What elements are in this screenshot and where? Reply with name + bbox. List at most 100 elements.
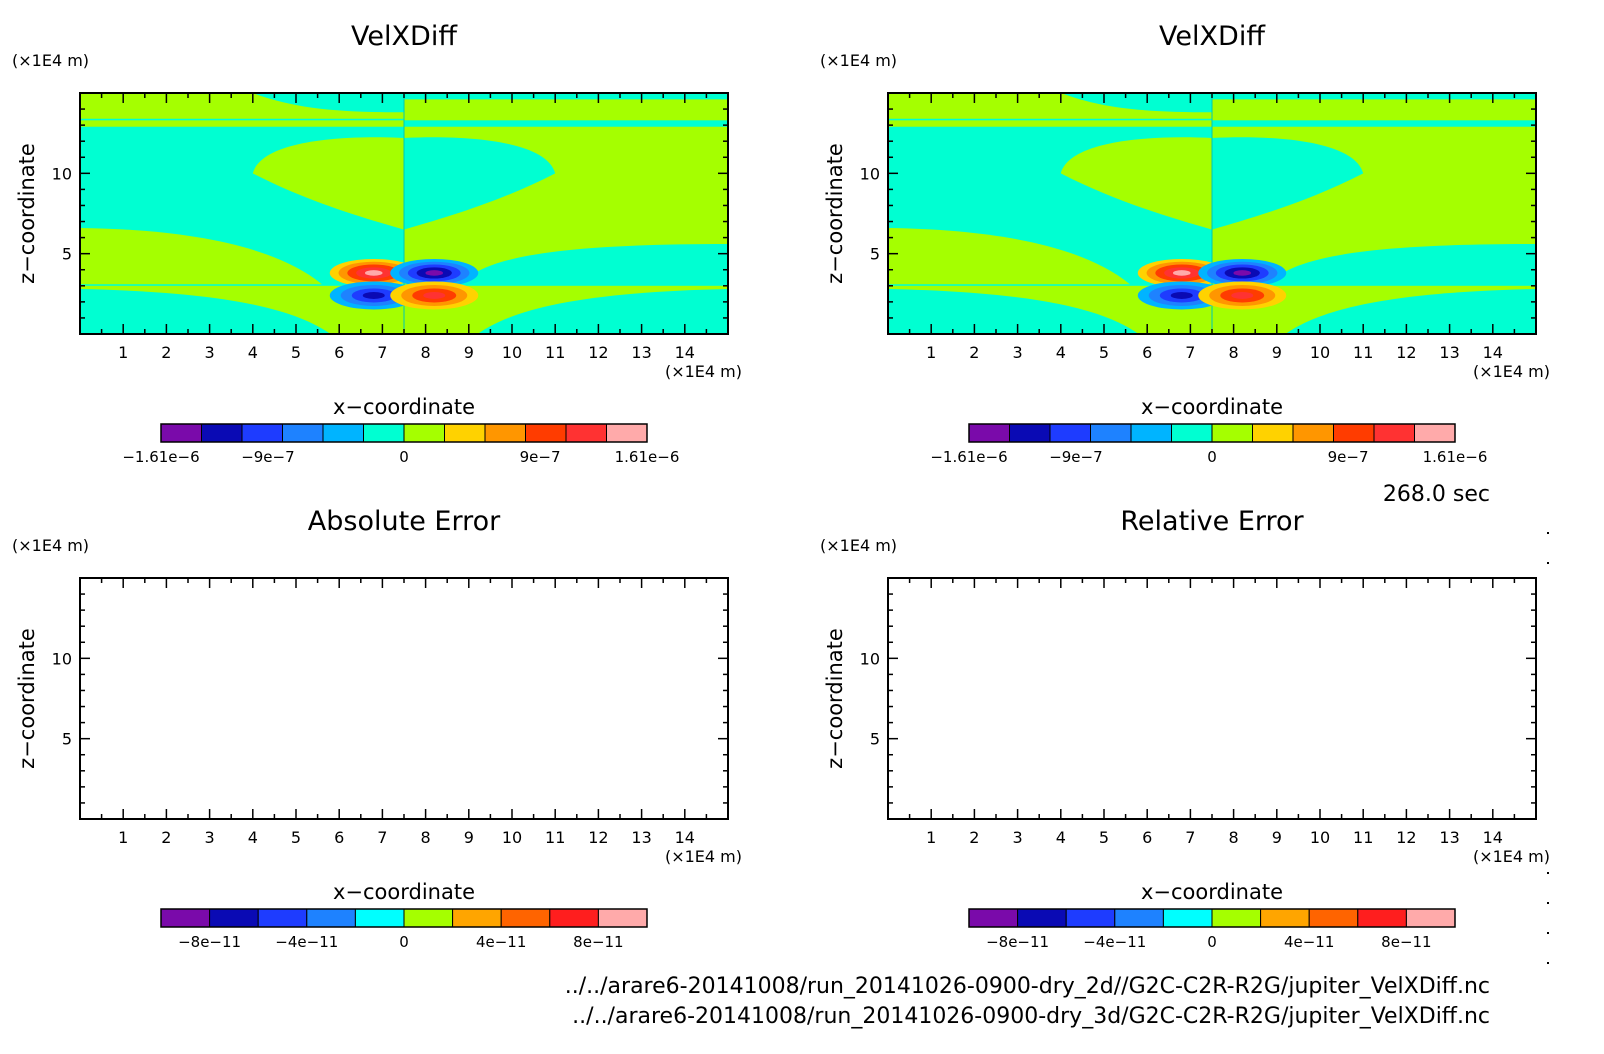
colorbar-tick-label: −1.61e−6 [122, 448, 199, 466]
chart-panel-4: Relative Error(×1E4 m)(×1E4 m)1 2 3 4 5 6 7 8 9 1… [820, 506, 1550, 951]
colorbar-swatch [1114, 908, 1164, 928]
x-tick-label: 9 [1272, 343, 1282, 362]
x-tick-label: 1 [926, 343, 936, 362]
colorbar-tick-label: 8e−11 [1381, 933, 1431, 951]
x-tick-label: 12 [588, 343, 608, 362]
colorbar-swatch [257, 908, 308, 928]
x-axis-label: x−coordinate [1141, 395, 1283, 419]
x-tick-label: 7 [1185, 343, 1195, 362]
x-tick-label: 13 [631, 343, 651, 362]
chart-title: VelXDiff [351, 21, 458, 52]
colorbar-swatch [363, 423, 405, 443]
x-axis-label: x−coordinate [333, 395, 475, 419]
colorbar-swatch [306, 908, 356, 928]
field-region [404, 120, 728, 127]
colorbar-frame [160, 423, 648, 443]
x-tick-label: 13 [1439, 828, 1459, 847]
field-layer [888, 93, 1536, 334]
colorbar-tick-label: 0 [1207, 448, 1217, 466]
colorbar-tick-label: −9e−7 [241, 448, 294, 466]
x-tick-label: 4 [1056, 343, 1066, 362]
colorbar-swatch [1211, 908, 1262, 928]
margin-dot [1547, 902, 1549, 904]
y-unit-label: (×1E4 m) [12, 51, 89, 70]
colorbar-tick-label: −4e−11 [275, 933, 338, 951]
colorbar-swatch [160, 908, 211, 928]
colorbar-swatch [1171, 423, 1213, 443]
field-region [404, 137, 556, 230]
colorbar-swatch [1130, 423, 1172, 443]
chart-title: VelXDiff [1159, 21, 1266, 52]
x-tick-label: 10 [1310, 343, 1330, 362]
colorbar-swatch [403, 423, 445, 443]
colorbar-swatch [1373, 423, 1415, 443]
y-unit-label: (×1E4 m) [12, 536, 89, 555]
x-tick-label: 9 [1272, 828, 1282, 847]
colorbar-swatch [1357, 908, 1407, 928]
colorbar-tick-label: −9e−7 [1049, 448, 1102, 466]
x-tick-label: 10 [502, 343, 522, 362]
colorbar-swatch [1017, 908, 1067, 928]
x-tick-label: 11 [1353, 828, 1373, 847]
x-tick-label: 4 [248, 828, 258, 847]
y-tick-label: 10 [860, 164, 880, 183]
colorbar-swatch [597, 908, 648, 928]
colorbar-swatch [201, 423, 243, 443]
footer-file-3d: ../../arare6-20141008/run_20141026-0900-… [572, 1004, 1490, 1029]
colorbar-swatch [1308, 908, 1359, 928]
extremum-contour [1233, 270, 1252, 276]
field-region [252, 137, 404, 230]
field-region [888, 289, 1139, 334]
x-tick-label: 1 [118, 343, 128, 362]
colorbar-swatch [549, 908, 599, 928]
x-tick-label: 4 [1056, 828, 1066, 847]
y-unit-label: (×1E4 m) [820, 51, 897, 70]
y-tick-label: 5 [870, 245, 880, 264]
x-axis-label: x−coordinate [1141, 880, 1283, 904]
chart-title: Absolute Error [308, 506, 501, 537]
colorbar-tick-label: 0 [399, 448, 409, 466]
extremum-contour [425, 270, 444, 276]
x-unit-label: (×1E4 m) [1473, 362, 1550, 381]
x-tick-label: 9 [464, 828, 474, 847]
colorbar-swatch [354, 908, 405, 928]
colorbar-tick-label: 9e−7 [1328, 448, 1369, 466]
x-tick-label: 3 [1013, 828, 1023, 847]
colorbar-tick-label: 8e−11 [573, 933, 623, 951]
plot-frame [887, 577, 1537, 820]
x-tick-label: 8 [1229, 828, 1239, 847]
time-label: 268.0 sec [1382, 482, 1490, 507]
x-tick-label: 6 [334, 343, 344, 362]
colorbar-swatch [444, 423, 486, 443]
field-region [80, 289, 331, 334]
colorbar-frame [160, 908, 648, 928]
field-region [1060, 137, 1212, 230]
field-region [1212, 120, 1536, 127]
y-axis-label: z−coordinate [15, 628, 39, 769]
y-unit-label: (×1E4 m) [820, 536, 897, 555]
y-axis-label: z−coordinate [823, 628, 847, 769]
margin-dot [1547, 932, 1549, 934]
x-tick-label: 1 [118, 828, 128, 847]
x-tick-label: 8 [1229, 343, 1239, 362]
colorbar-swatch [1065, 908, 1116, 928]
colorbar-swatch [525, 423, 567, 443]
extremum-contour [364, 270, 383, 276]
x-tick-label: 5 [1099, 343, 1109, 362]
x-tick-label: 11 [1353, 343, 1373, 362]
x-tick-label: 2 [969, 828, 979, 847]
x-tick-label: 9 [464, 343, 474, 362]
y-tick-label: 5 [62, 245, 72, 264]
y-axis-label: z−coordinate [823, 143, 847, 284]
colorbar-tick-label: 1.61e−6 [1423, 448, 1488, 466]
x-tick-label: 2 [969, 343, 979, 362]
colorbar-swatch [403, 908, 454, 928]
x-tick-label: 7 [377, 828, 387, 847]
field-region [80, 120, 404, 127]
colorbar-swatch [1009, 423, 1051, 443]
colorbar-frame [968, 423, 1456, 443]
x-tick-label: 8 [421, 343, 431, 362]
x-tick-label: 14 [675, 343, 695, 362]
x-tick-label: 14 [675, 828, 695, 847]
